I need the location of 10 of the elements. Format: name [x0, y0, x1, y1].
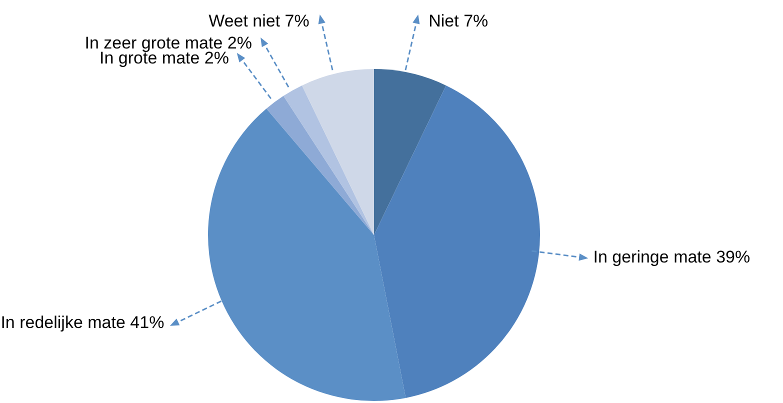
slice-label: In geringe mate 39%: [593, 247, 750, 266]
slice-label: Weet niet 7%: [208, 11, 310, 30]
legend-label: In redelijke mate 41%: [0, 312, 164, 332]
pie-slice: [374, 69, 446, 235]
pie-slice: [283, 85, 374, 235]
slice-label: Niet 7%: [428, 11, 488, 30]
pie-slice: [208, 108, 406, 401]
pie-slice: [266, 96, 374, 235]
pie-slice: [374, 85, 540, 398]
pie-slice: [302, 69, 374, 235]
